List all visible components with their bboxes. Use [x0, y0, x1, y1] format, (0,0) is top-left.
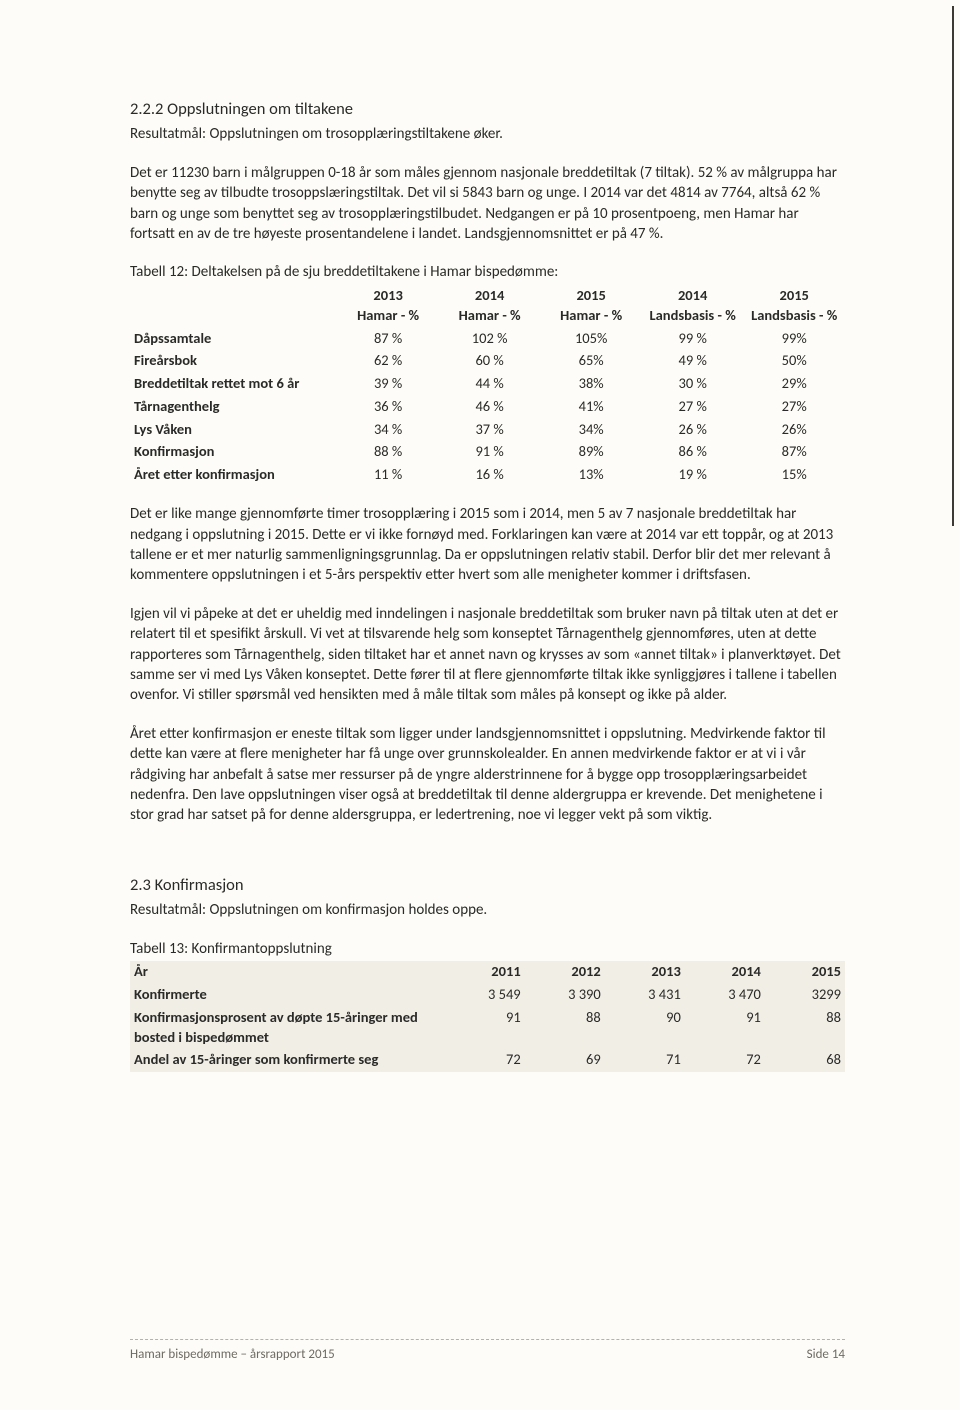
t12-col5: 2015Landsbasis - % — [743, 285, 845, 327]
t12-col3: 2015Hamar - % — [540, 285, 642, 327]
table-row: Tårnagenthelg36 %46 %41%27 %27% — [130, 395, 845, 418]
document-page: 2.2.2 Oppslutningen om tiltakene Resulta… — [0, 0, 960, 1410]
t13-col-2012: 2012 — [525, 961, 605, 984]
table-13: År 2011 2012 2013 2014 2015 Konfirmerte3… — [130, 961, 845, 1072]
table-row: Dåpssamtale87 %102 %105%99 %99% — [130, 327, 845, 350]
table-13-body: Konfirmerte3 5493 3903 4313 4703299 Konf… — [130, 984, 845, 1072]
scan-edge-artifact — [952, 6, 954, 526]
table-row: Konfirmasjon88 %91 %89%86 %87% — [130, 441, 845, 464]
table-12-body: Dåpssamtale87 %102 %105%99 %99% Fireårsb… — [130, 327, 845, 486]
table-12: 2013Hamar - % 2014Hamar - % 2015Hamar - … — [130, 285, 845, 486]
table-12-head: 2013Hamar - % 2014Hamar - % 2015Hamar - … — [130, 285, 845, 327]
table-row: Året etter konfirmasjon11 %16 %13%19 %15… — [130, 464, 845, 487]
paragraph-2: Det er like mange gjennomførte timer tro… — [130, 504, 845, 586]
footer-left: Hamar bispedømme – årsrapport 2015 — [130, 1346, 335, 1364]
page-footer: Hamar bispedømme – årsrapport 2015 Side … — [130, 1339, 845, 1364]
t13-col-2015: 2015 — [765, 961, 845, 984]
paragraph-intro: Det er 11230 barn i målgruppen 0-18 år s… — [130, 163, 845, 245]
table-row: Konfirmerte3 5493 3903 4313 4703299 — [130, 984, 845, 1007]
t13-col-2013: 2013 — [605, 961, 685, 984]
table-row: Fireårsbok62 %60 %65%49 %50% — [130, 350, 845, 373]
table-12-caption: Tabell 12: Deltakelsen på de sju breddet… — [130, 262, 845, 282]
t13-col-year: År — [130, 961, 445, 984]
t12-col2: 2014Hamar - % — [439, 285, 541, 327]
t13-col-2011: 2011 — [445, 961, 525, 984]
table-13-caption: Tabell 13: Konfirmantoppslutning — [130, 939, 845, 959]
footer-right: Side 14 — [807, 1346, 845, 1364]
table-row: Breddetiltak rettet mot 6 år39 %44 %38%3… — [130, 373, 845, 396]
t13-col-2014: 2014 — [685, 961, 765, 984]
table-row: Lys Våken34 %37 %34%26 %26% — [130, 418, 845, 441]
section-2-3-heading: 2.3 Konfirmasjon — [130, 874, 845, 896]
t12-col4: 2014Landsbasis - % — [642, 285, 744, 327]
paragraph-3: Igjen vil vi påpeke at det er uheldig me… — [130, 604, 845, 706]
t12-col1: 2013Hamar - % — [337, 285, 439, 327]
table-row: Konfirmasjonsprosent av døpte 15-åringer… — [130, 1006, 845, 1048]
table-13-head: År 2011 2012 2013 2014 2015 — [130, 961, 845, 984]
section-2-2-2-result: Resultatmål: Oppslutningen om trosopplær… — [130, 124, 845, 144]
section-2-3-result: Resultatmål: Oppslutningen om konfirmasj… — [130, 900, 845, 920]
t12-col0 — [130, 285, 337, 327]
paragraph-4: Året etter konfirmasjon er eneste tiltak… — [130, 724, 845, 826]
section-spacer — [130, 844, 845, 874]
table-row: Andel av 15-åringer som konfirmerte seg7… — [130, 1049, 845, 1072]
section-2-2-2-heading: 2.2.2 Oppslutningen om tiltakene — [130, 98, 845, 120]
